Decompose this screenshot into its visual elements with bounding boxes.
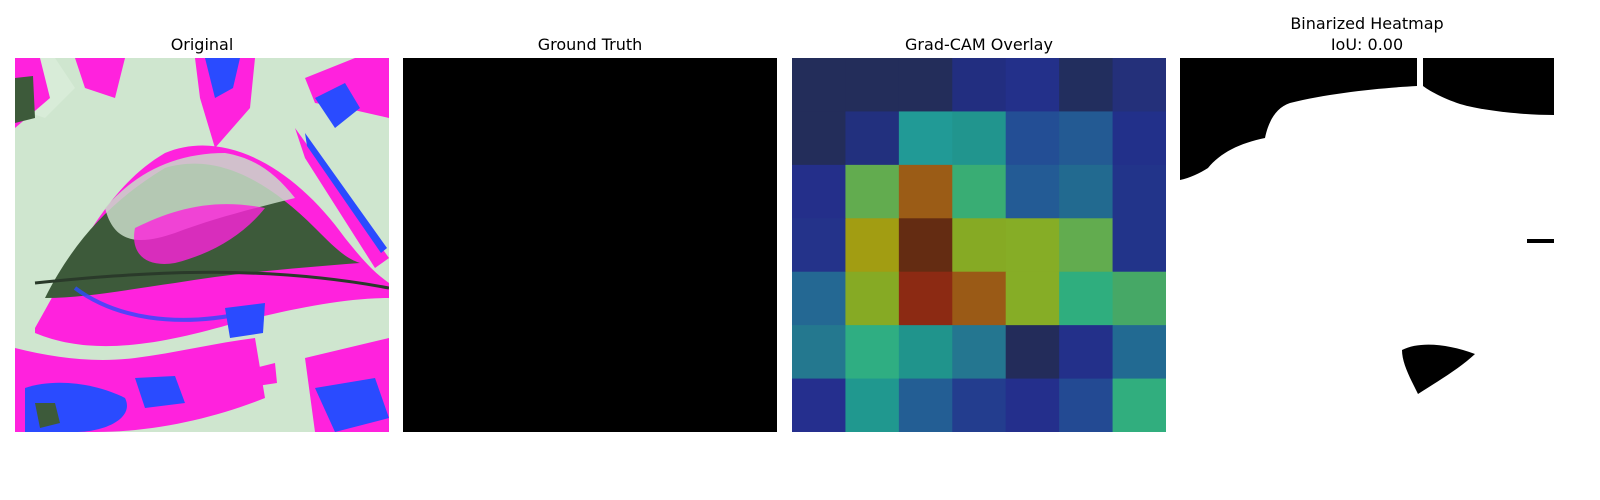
gradcam-cell: [845, 325, 900, 380]
gradcam-cell: [792, 218, 846, 273]
gradcam-cell: [898, 58, 953, 112]
gradcam-cell: [1112, 164, 1166, 219]
gradcam-cell: [898, 218, 953, 273]
gradcam-cell: [845, 378, 900, 432]
gradcam-cell: [952, 325, 1007, 380]
gradcam-cell: [898, 378, 953, 432]
gradcam-cell: [1059, 378, 1114, 432]
gradcam-cell: [1112, 271, 1166, 326]
binarized-heatmap-mask: [1180, 58, 1554, 432]
gradcam-cell: [1112, 325, 1166, 380]
gradcam-cell: [845, 111, 900, 166]
binarized-heatmap-title: Binarized Heatmap IoU: 0.00: [1180, 13, 1554, 55]
gradcam-cell: [1005, 218, 1060, 273]
gradcam-cell: [898, 164, 953, 219]
binarized-heatmap-title-text: Binarized Heatmap: [1290, 14, 1444, 33]
ground-truth-mask: [403, 58, 777, 432]
gradcam-cell: [1005, 378, 1060, 432]
gradcam-cell: [1005, 111, 1060, 166]
gradcam-cell: [792, 271, 846, 326]
gradcam-cell: [952, 271, 1007, 326]
gradcam-cell: [952, 378, 1007, 432]
gradcam-cell: [1005, 58, 1060, 112]
gradcam-cell: [1059, 164, 1114, 219]
gradcam-cell: [792, 58, 846, 112]
gradcam-cell: [1059, 58, 1114, 112]
gradcam-cell: [792, 325, 846, 380]
gradcam-cell: [1112, 111, 1166, 166]
gradcam-cell: [1059, 325, 1114, 380]
gradcam-overlay: [792, 58, 1166, 432]
gradcam-heatmap-grid: [792, 58, 1166, 432]
gradcam-cell: [952, 164, 1007, 219]
gradcam-cell: [952, 58, 1007, 112]
gradcam-cell: [1059, 271, 1114, 326]
gradcam-cell: [1112, 378, 1166, 432]
ground-truth-title: Ground Truth: [537, 35, 643, 54]
original-leaf-graphic: [15, 58, 389, 432]
iou-label: IoU: 0.00: [1330, 35, 1404, 54]
gradcam-cell: [898, 271, 953, 326]
binarized-heatmap: [1180, 58, 1554, 432]
gradcam-cell: [1112, 58, 1166, 112]
gradcam-cell: [952, 218, 1007, 273]
gradcam-cell: [1005, 164, 1060, 219]
gradcam-cell: [1112, 218, 1166, 273]
gradcam-cell: [952, 111, 1007, 166]
gradcam-cell: [845, 164, 900, 219]
gradcam-cell: [845, 218, 900, 273]
gradcam-cell: [1059, 111, 1114, 166]
gradcam-cell: [845, 271, 900, 326]
original-title: Original: [170, 35, 234, 54]
gradcam-cell: [792, 378, 846, 432]
gradcam-cell: [898, 111, 953, 166]
gradcam-cell: [1059, 218, 1114, 273]
gradcam-cell: [792, 111, 846, 166]
gradcam-cell: [898, 325, 953, 380]
gradcam-cell: [1005, 271, 1060, 326]
gradcam-overlay-title: Grad-CAM Overlay: [905, 35, 1053, 54]
gradcam-cell: [792, 164, 846, 219]
gradcam-cell: [1005, 325, 1060, 380]
gradcam-cell: [845, 58, 900, 112]
original-image: [15, 58, 389, 432]
